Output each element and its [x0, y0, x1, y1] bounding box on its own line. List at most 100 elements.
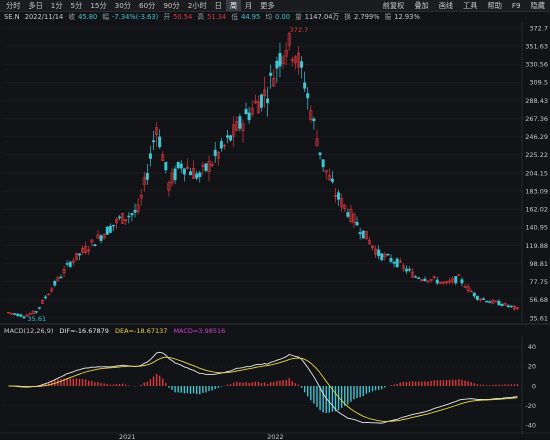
candle — [324, 170, 328, 180]
candle — [201, 161, 205, 176]
tab-period-8[interactable]: 2小时 — [187, 1, 207, 10]
tab-period-12[interactable]: 更多 — [260, 1, 275, 10]
candle — [105, 225, 109, 235]
candle — [454, 276, 458, 286]
candle — [256, 95, 260, 114]
tab-period-2[interactable]: 1分 — [50, 1, 63, 10]
candle — [259, 93, 263, 112]
menu-item-3[interactable]: 工具 — [463, 1, 478, 10]
candle — [269, 64, 273, 89]
tab-period-9[interactable]: 日 — [214, 1, 222, 10]
candle — [475, 295, 479, 302]
menu-item-4[interactable]: 帮助 — [487, 1, 502, 10]
candle — [226, 129, 230, 144]
menu-item-2[interactable]: 画线 — [438, 1, 454, 10]
macd-tick: -40 — [525, 421, 536, 429]
price-tick: 372.7 — [529, 24, 548, 32]
candle — [124, 218, 128, 225]
candle — [93, 244, 97, 247]
menu-item-6[interactable]: 隐藏 — [530, 1, 545, 10]
rate-value: 2.799% — [353, 13, 380, 21]
candle — [371, 245, 374, 251]
low-value: 44.95 — [241, 13, 261, 21]
candle — [290, 56, 294, 67]
candle — [40, 299, 44, 304]
candle — [337, 189, 341, 206]
candle — [272, 69, 276, 87]
turnover-label: 均 — [265, 13, 273, 21]
tab-period-0[interactable]: 分时 — [6, 1, 21, 10]
candle — [491, 299, 495, 305]
peak-price-label: 372.7 — [290, 26, 309, 34]
price-axis: 372.7 351.63 330.56 309.5 288.43 267.36 246.29… — [521, 22, 548, 322]
candle — [414, 275, 418, 278]
candle — [512, 304, 516, 312]
candle — [142, 171, 146, 192]
candle — [241, 119, 245, 143]
macd-tick: 0 — [532, 382, 536, 390]
candle — [309, 105, 313, 123]
candle — [213, 141, 217, 163]
candle — [130, 212, 134, 222]
macd-tick: 40 — [528, 343, 536, 351]
candle — [469, 288, 473, 293]
year-label: 2021 — [119, 433, 136, 440]
candle — [374, 245, 378, 258]
candle — [238, 113, 242, 132]
macd-name: MACD(12,26,9) — [4, 327, 54, 335]
candle — [509, 305, 513, 308]
candle — [318, 152, 322, 160]
candle — [380, 252, 384, 262]
macd-grid — [4, 346, 522, 426]
candle — [445, 280, 448, 286]
candle — [115, 217, 118, 230]
candle — [386, 253, 390, 256]
candle — [62, 265, 66, 277]
price-tick: 309.5 — [529, 79, 548, 87]
macd-value: MACD=3.98516 — [173, 327, 226, 335]
candle — [118, 215, 122, 221]
candle — [275, 56, 279, 83]
open-label: 开 — [163, 13, 171, 21]
tab-period-7[interactable]: 90分 — [163, 1, 180, 10]
price-tick: 119.88 — [525, 242, 548, 250]
candle — [343, 204, 347, 213]
menu-item-1[interactable]: 叠加 — [414, 1, 429, 10]
candle — [37, 307, 41, 310]
symbol: SE.N — [4, 13, 20, 21]
candle — [408, 266, 411, 273]
candle — [229, 134, 233, 142]
candle — [417, 276, 421, 280]
candle — [47, 292, 51, 296]
turnover-value: 0.00 — [275, 13, 290, 21]
tab-period-4[interactable]: 15分 — [90, 1, 107, 10]
tab-period-5[interactable]: 30分 — [114, 1, 131, 10]
candle — [121, 212, 125, 224]
tab-period-10[interactable]: 周 — [225, 0, 242, 11]
tab-period-1[interactable]: 多日 — [28, 1, 43, 10]
menu-item-5[interactable]: F9 — [511, 1, 521, 10]
candle — [56, 275, 60, 282]
candle — [411, 268, 415, 278]
price-tick: 330.56 — [525, 61, 548, 69]
tab-period-3[interactable]: 5分 — [70, 1, 83, 10]
menu-item-0[interactable]: 前复权 — [382, 1, 405, 10]
candle — [189, 167, 192, 176]
candle — [315, 130, 319, 147]
candle — [44, 294, 48, 300]
tab-period-6[interactable]: 60分 — [139, 1, 156, 10]
candle — [482, 296, 486, 301]
tab-period-11[interactable]: 月 — [245, 1, 253, 10]
candle — [176, 161, 180, 170]
open-value: 50.54 — [173, 13, 193, 21]
candle — [466, 283, 470, 294]
price-tick: 140.95 — [525, 224, 548, 232]
candle — [340, 193, 344, 212]
amp-value: 12.93% — [394, 13, 420, 21]
toolbar: 分时 多日 1分 5分 15分 30分 60分 90分 2小时日周月更多 前复权 叠加 画线 工具 帮助… — [0, 0, 550, 12]
candle — [244, 102, 248, 115]
candle — [65, 260, 69, 267]
candle — [68, 260, 72, 269]
candle — [432, 275, 436, 280]
